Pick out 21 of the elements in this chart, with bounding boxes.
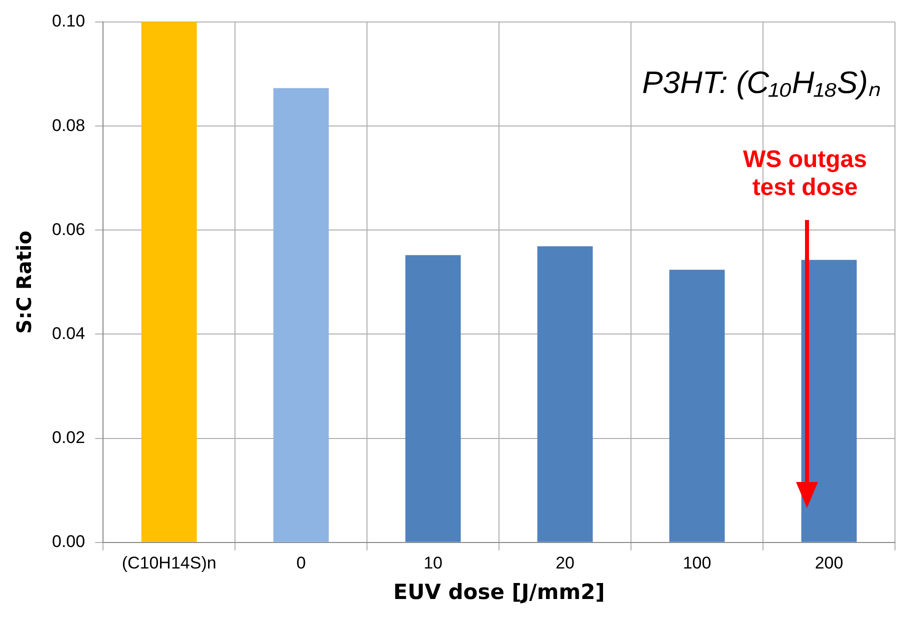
y-tick-label: 0.10 [52,12,86,31]
x-tick-label: (C10H14S)n [122,553,216,572]
bar [273,88,329,542]
y-tick-label: 0.04 [52,324,86,343]
x-axis-title: EUV dose [J/mm2] [393,580,605,604]
y-tick-label: 0.06 [52,220,86,239]
bar [669,270,725,542]
y-axis-title: S:C Ratio [12,230,36,334]
bar [405,255,461,542]
x-tick-label: 100 [682,553,712,572]
annotation: WS outgas test dose [742,146,868,202]
y-tick-label: 0.00 [52,532,86,552]
x-tick-label: 0 [296,553,306,572]
y-tick-label: 0.08 [52,116,86,135]
bar [537,246,593,542]
bar [141,22,197,542]
y-tick-label: 0.02 [52,428,86,448]
annotation: P3HT: (C₁₀H₁₈S)ₙ [641,64,880,102]
x-tick-label: 10 [424,553,443,572]
x-tick-label: 200 [814,553,844,572]
x-tick-label: 20 [556,553,574,572]
